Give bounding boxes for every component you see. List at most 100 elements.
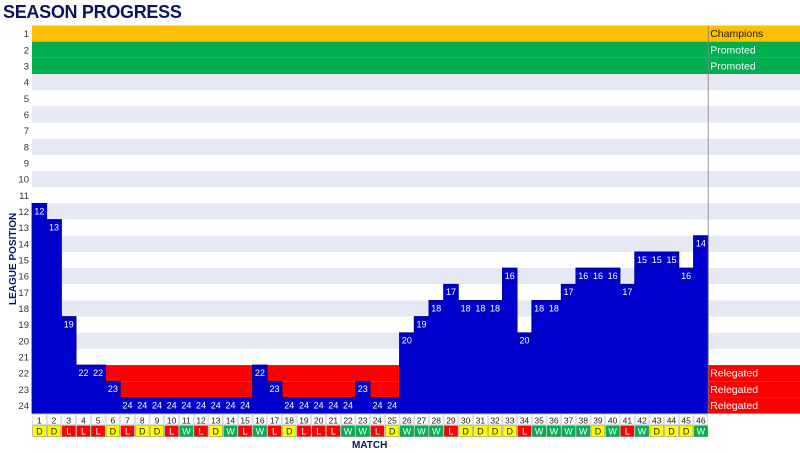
bar-match-12	[193, 397, 209, 414]
x-tick-32: 32	[490, 416, 500, 426]
result-cell-25	[385, 425, 400, 437]
bar-match-42	[634, 251, 650, 414]
position-band-13	[32, 219, 800, 236]
match-cell-20	[311, 414, 326, 425]
y-tick-9: 9	[24, 158, 29, 169]
data-label-23: 23	[358, 384, 368, 394]
match-cell-3	[61, 414, 76, 425]
result-cell-4	[76, 425, 91, 437]
result-label-20: L	[316, 427, 321, 437]
match-cell-1	[32, 414, 47, 425]
match-cell-44	[664, 414, 679, 425]
bar-match-43	[649, 251, 665, 414]
x-tick-27: 27	[417, 416, 427, 426]
result-cell-31	[473, 425, 488, 437]
x-tick-9: 9	[155, 416, 160, 426]
result-label-19: L	[301, 427, 306, 437]
x-tick-34: 34	[520, 416, 530, 426]
data-label-46: 14	[696, 239, 706, 249]
y-tick-4: 4	[24, 78, 29, 89]
result-label-4: L	[81, 427, 86, 437]
y-tick-8: 8	[24, 142, 29, 153]
result-cell-27	[414, 425, 429, 437]
result-label-31: D	[477, 427, 484, 437]
result-cell-18	[282, 425, 297, 437]
result-label-39: D	[595, 427, 602, 437]
match-cell-26	[399, 414, 414, 425]
match-cell-37	[561, 414, 576, 425]
x-tick-38: 38	[579, 416, 589, 426]
x-tick-25: 25	[387, 416, 397, 426]
position-band-15	[32, 251, 800, 269]
x-tick-22: 22	[343, 416, 353, 426]
y-tick-7: 7	[24, 126, 29, 137]
data-label-41: 17	[622, 287, 632, 297]
position-band-11	[32, 187, 800, 204]
y-tick-19: 19	[18, 320, 29, 331]
result-label-12: L	[199, 427, 204, 437]
x-tick-4: 4	[81, 416, 86, 426]
x-tick-5: 5	[96, 416, 101, 426]
match-cell-13	[208, 414, 223, 425]
match-cell-6	[105, 414, 120, 425]
result-cell-12	[193, 425, 209, 437]
data-label-28: 18	[431, 303, 441, 313]
match-cell-40	[605, 414, 620, 425]
position-band-1	[32, 25, 800, 42]
data-label-7: 24	[123, 400, 133, 410]
match-cell-45	[679, 414, 694, 425]
match-cell-5	[91, 414, 106, 425]
data-label-16: 22	[255, 368, 265, 378]
position-band-8	[32, 138, 800, 155]
y-tick-14: 14	[18, 239, 29, 250]
match-cell-33	[502, 414, 517, 425]
bar-match-25	[384, 397, 400, 414]
result-cell-43	[649, 425, 664, 437]
x-tick-26: 26	[402, 416, 412, 426]
x-tick-29: 29	[446, 416, 456, 426]
match-cell-10	[164, 414, 179, 425]
x-tick-46: 46	[696, 416, 706, 426]
bar-match-3	[61, 316, 77, 414]
result-label-9: D	[154, 427, 161, 437]
result-cell-14	[223, 425, 238, 437]
data-label-39: 16	[593, 271, 603, 281]
position-band-5	[32, 90, 800, 107]
match-cell-14	[223, 414, 238, 425]
x-tick-20: 20	[314, 416, 324, 426]
data-label-13: 24	[211, 400, 221, 410]
x-tick-41: 41	[623, 416, 633, 426]
data-label-9: 24	[152, 400, 162, 410]
result-label-16: W	[256, 427, 265, 437]
result-cell-9	[149, 425, 165, 437]
x-tick-37: 37	[564, 416, 574, 426]
result-label-1: D	[36, 427, 43, 437]
match-cell-19	[296, 414, 312, 425]
y-tick-24: 24	[18, 401, 29, 412]
result-label-23: W	[359, 427, 368, 437]
bar-match-38	[575, 268, 591, 414]
y-tick-15: 15	[18, 255, 29, 266]
x-tick-16: 16	[255, 416, 265, 426]
result-label-18: D	[286, 427, 293, 437]
bar-match-8	[134, 397, 150, 414]
result-label-3: L	[66, 427, 71, 437]
bar-match-4	[76, 365, 92, 414]
y-tick-21: 21	[18, 352, 29, 363]
result-cell-5	[91, 425, 106, 437]
y-tick-2: 2	[24, 45, 29, 56]
position-band-4	[32, 74, 800, 91]
x-tick-44: 44	[667, 416, 677, 426]
result-cell-35	[532, 425, 547, 437]
x-tick-24: 24	[373, 416, 383, 426]
data-label-43: 15	[652, 255, 662, 265]
data-label-3: 19	[64, 320, 74, 330]
match-cell-29	[443, 414, 459, 425]
data-label-26: 20	[402, 336, 412, 346]
data-label-15: 24	[240, 400, 250, 410]
result-cell-1	[32, 425, 47, 437]
result-label-29: L	[448, 427, 453, 437]
bar-match-36	[546, 300, 562, 414]
data-label-33: 16	[505, 271, 515, 281]
